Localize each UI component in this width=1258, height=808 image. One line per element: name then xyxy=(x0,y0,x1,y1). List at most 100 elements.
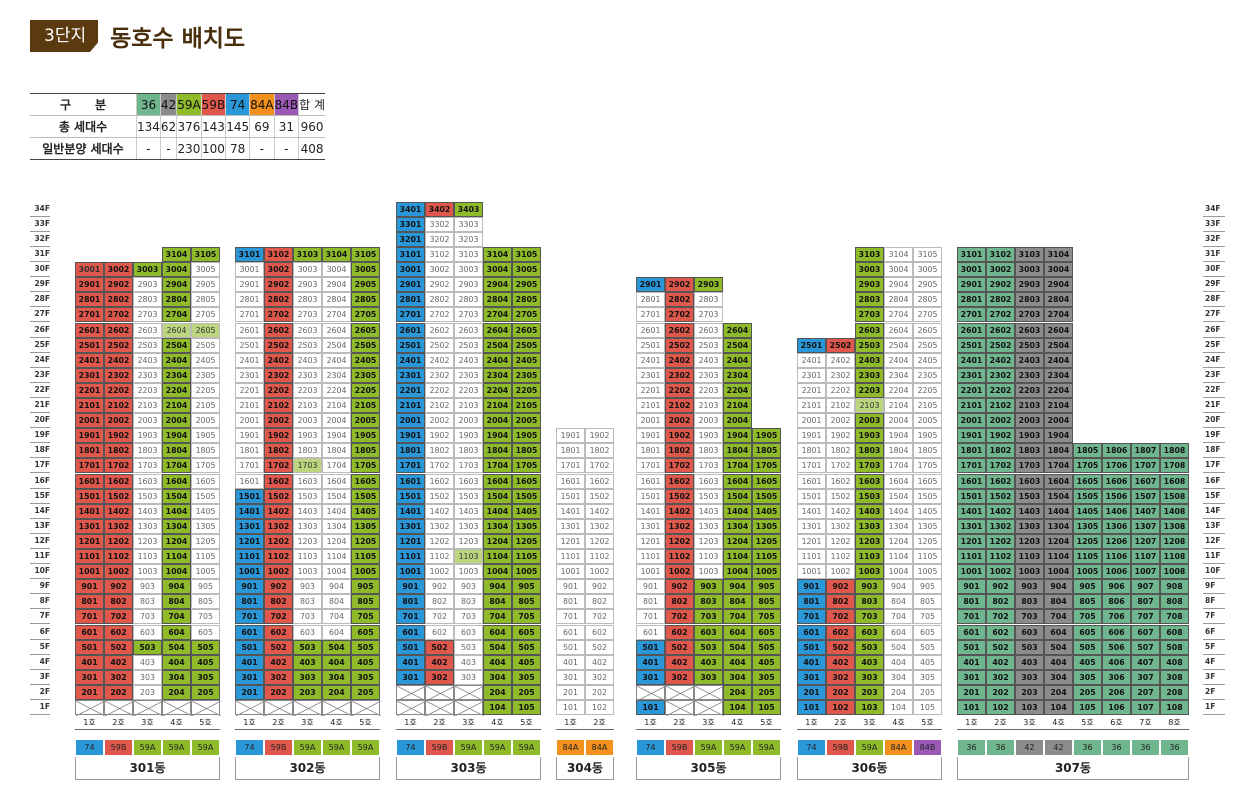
unit-cell[interactable]: 1601 xyxy=(235,473,264,489)
unit-cell[interactable]: 2502 xyxy=(986,337,1015,353)
unit-cell[interactable]: 3402 xyxy=(425,201,454,217)
unit-cell[interactable]: 2504 xyxy=(884,337,913,353)
unit-cell[interactable]: 2803 xyxy=(454,292,483,308)
unit-cell[interactable]: 502 xyxy=(665,639,694,655)
unit-cell[interactable]: 3105 xyxy=(351,247,380,262)
unit-cell[interactable]: 601 xyxy=(957,624,986,640)
unit-cell[interactable]: 3002 xyxy=(425,262,454,278)
unit-cell[interactable]: 2302 xyxy=(104,367,133,383)
unit-cell[interactable]: 404 xyxy=(322,654,351,670)
unit-cell[interactable]: 505 xyxy=(512,639,541,655)
unit-cell[interactable]: 3005 xyxy=(913,262,942,278)
unit-cell[interactable]: 2804 xyxy=(483,292,512,308)
unit-cell[interactable]: 2102 xyxy=(104,398,133,413)
unit-cell[interactable]: 1203 xyxy=(855,533,884,549)
unit-cell[interactable]: 3001 xyxy=(957,262,986,278)
unit-cell[interactable]: 605 xyxy=(512,624,541,640)
unit-cell[interactable]: 1201 xyxy=(797,533,826,549)
unit-cell[interactable]: 1504 xyxy=(162,488,191,504)
unit-cell[interactable]: 3105 xyxy=(512,247,541,262)
unit-cell[interactable]: 2604 xyxy=(162,322,191,338)
unit-cell[interactable]: 502 xyxy=(425,639,454,655)
unit-cell[interactable]: 1801 xyxy=(636,443,665,459)
unit-cell[interactable]: 906 xyxy=(1102,579,1131,595)
unit-cell[interactable]: 902 xyxy=(104,579,133,595)
unit-cell[interactable]: 2501 xyxy=(636,337,665,353)
building-label[interactable]: 305동 xyxy=(636,757,781,780)
unit-cell[interactable]: 1604 xyxy=(1044,473,1073,489)
unit-cell[interactable]: 2501 xyxy=(75,337,104,353)
unit-cell[interactable]: 2803 xyxy=(855,292,884,308)
unit-cell[interactable]: 2002 xyxy=(826,413,855,429)
unit-cell[interactable]: 1801 xyxy=(556,443,585,459)
unit-cell[interactable]: 2901 xyxy=(235,277,264,293)
unit-cell[interactable]: 2703 xyxy=(855,307,884,323)
unit-cell[interactable]: 1902 xyxy=(425,428,454,444)
unit-cell[interactable]: 1104 xyxy=(322,549,351,564)
unit-cell[interactable]: 1301 xyxy=(396,518,425,534)
unit-cell[interactable]: 602 xyxy=(585,624,614,640)
unit-cell[interactable]: 1604 xyxy=(483,473,512,489)
unit-cell[interactable]: 1502 xyxy=(104,488,133,504)
unit-cell[interactable]: 1503 xyxy=(133,488,162,504)
unit-cell[interactable]: 2702 xyxy=(104,307,133,323)
unit-cell[interactable]: 1808 xyxy=(1160,443,1189,459)
unit-cell[interactable]: 2804 xyxy=(884,292,913,308)
unit-cell[interactable]: 2401 xyxy=(636,352,665,368)
unit-cell[interactable]: 2402 xyxy=(826,352,855,368)
unit-cell[interactable]: 801 xyxy=(396,594,425,610)
unit-cell[interactable]: 701 xyxy=(957,609,986,625)
unit-cell[interactable]: 1701 xyxy=(396,458,425,474)
unit-cell[interactable]: 1303 xyxy=(133,518,162,534)
unit-cell[interactable]: 503 xyxy=(293,639,322,655)
unit-cell[interactable]: 705 xyxy=(512,609,541,625)
unit-cell[interactable]: 1105 xyxy=(913,549,942,564)
unit-cell[interactable]: 3002 xyxy=(264,262,293,278)
unit-cell[interactable]: 2302 xyxy=(986,367,1015,383)
unit-cell[interactable]: 805 xyxy=(191,594,220,610)
unit-cell[interactable]: 205 xyxy=(191,684,220,700)
unit-cell[interactable]: 603 xyxy=(855,624,884,640)
unit-cell[interactable]: 205 xyxy=(913,684,942,700)
unit-cell[interactable]: 2703 xyxy=(133,307,162,323)
unit-cell[interactable]: 1704 xyxy=(723,458,752,474)
unit-cell[interactable]: 2403 xyxy=(855,352,884,368)
unit-cell[interactable]: 705 xyxy=(351,609,380,625)
unit-cell[interactable]: 2303 xyxy=(454,367,483,383)
unit-cell[interactable]: 2701 xyxy=(957,307,986,323)
unit-cell[interactable]: 1705 xyxy=(752,458,781,474)
unit-cell[interactable]: 105 xyxy=(752,700,781,715)
unit-cell[interactable]: 1102 xyxy=(986,549,1015,564)
unit-cell[interactable]: 3004 xyxy=(1044,262,1073,278)
unit-cell[interactable]: 2004 xyxy=(1044,413,1073,429)
unit-cell[interactable]: 1805 xyxy=(752,443,781,459)
unit-cell[interactable]: 208 xyxy=(1160,684,1189,700)
unit-cell[interactable]: 205 xyxy=(1073,684,1102,700)
unit-cell[interactable]: 803 xyxy=(293,594,322,610)
unit-cell[interactable]: 605 xyxy=(913,624,942,640)
unit-cell[interactable]: 404 xyxy=(723,654,752,670)
unit-cell[interactable]: 2304 xyxy=(483,367,512,383)
unit-cell[interactable]: 2804 xyxy=(1044,292,1073,308)
unit-cell[interactable]: 2405 xyxy=(512,352,541,368)
unit-cell[interactable]: 205 xyxy=(351,684,380,700)
unit-cell[interactable]: 1603 xyxy=(1015,473,1044,489)
unit-cell[interactable]: 2102 xyxy=(826,398,855,413)
unit-cell[interactable]: 304 xyxy=(162,669,191,685)
unit-cell[interactable]: 801 xyxy=(235,594,264,610)
unit-cell[interactable]: 2305 xyxy=(191,367,220,383)
unit-cell[interactable]: 101 xyxy=(556,700,585,715)
unit-cell[interactable]: 1504 xyxy=(483,488,512,504)
unit-cell[interactable]: 1304 xyxy=(162,518,191,534)
unit-cell[interactable]: 1401 xyxy=(797,503,826,519)
unit-cell[interactable]: 304 xyxy=(1044,669,1073,685)
unit-cell[interactable]: 504 xyxy=(162,639,191,655)
unit-cell[interactable]: 1405 xyxy=(752,503,781,519)
unit-cell[interactable]: 2302 xyxy=(264,367,293,383)
unit-cell[interactable]: 605 xyxy=(191,624,220,640)
unit-cell[interactable]: 1905 xyxy=(913,428,942,444)
unit-cell[interactable]: 1305 xyxy=(191,518,220,534)
unit-cell[interactable]: 401 xyxy=(75,654,104,670)
unit-cell[interactable]: 1702 xyxy=(104,458,133,474)
unit-cell[interactable]: 2902 xyxy=(104,277,133,293)
